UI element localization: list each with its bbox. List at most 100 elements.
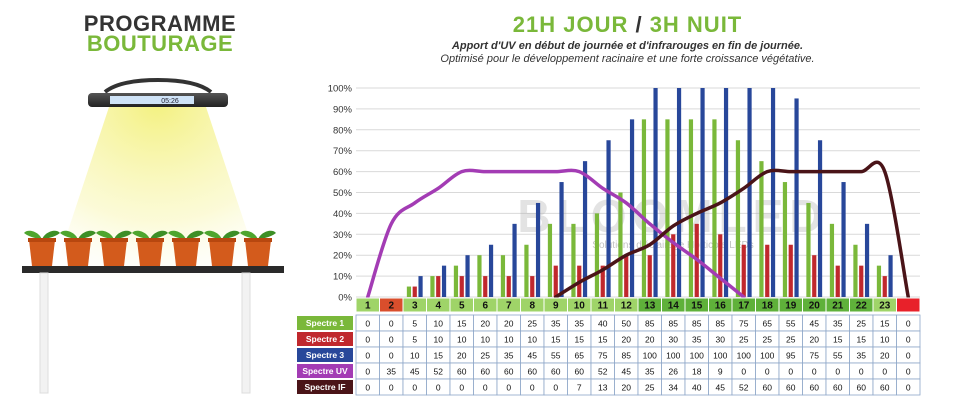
table-cell-value: 25 <box>857 319 867 329</box>
bar-spectre-1 <box>571 223 576 297</box>
table-cell-value: 60 <box>880 383 890 393</box>
table-cell-value: 25 <box>763 335 773 345</box>
title-separator: / <box>628 12 650 37</box>
table-cell-value: 40 <box>692 383 702 393</box>
table-cell-value: 40 <box>598 319 608 329</box>
hour-label: 20 <box>809 301 821 312</box>
bar-spectre-1 <box>806 202 811 297</box>
chart-grid <box>356 87 920 298</box>
table-cell-value: 5 <box>412 335 417 345</box>
hour-label: 21 <box>832 301 844 312</box>
bar-spectre-1 <box>594 213 600 297</box>
table-row-label-bg <box>297 316 353 330</box>
table-cell-value: 75 <box>598 351 608 361</box>
lamp-illustration: 05:26 <box>22 77 284 394</box>
table-cell-value: 20 <box>504 319 514 329</box>
program-title-line1: PROGRAMME <box>83 11 237 36</box>
bar-spectre-1 <box>712 119 717 297</box>
table-cell-value: 25 <box>739 335 749 345</box>
table-cell-value: 52 <box>739 383 749 393</box>
table-row-label: Spectre 3 <box>306 350 345 360</box>
table-cell-value: 20 <box>645 335 655 345</box>
watermark-logo: BLOOMLED <box>517 190 828 242</box>
bar-spectre-3 <box>676 88 682 297</box>
y-tick-label: 30% <box>333 230 353 241</box>
hour-label: 9 <box>553 301 559 312</box>
table-cell-value: 20 <box>880 351 890 361</box>
table-cell-value: 0 <box>859 367 864 377</box>
table-cell-value: 0 <box>506 383 511 393</box>
table-cell-value: 30 <box>669 335 679 345</box>
bar-spectre-3 <box>512 223 517 297</box>
table-cell-value: 15 <box>833 335 843 345</box>
table-cell-value: 60 <box>575 367 585 377</box>
table-cell-value: 5 <box>412 319 417 329</box>
bar-spectre-3 <box>465 255 470 297</box>
table-cell-value: 0 <box>365 351 370 361</box>
table-cell-value: 35 <box>857 351 867 361</box>
bar-spectre-1 <box>829 223 835 297</box>
title-day: 21H JOUR <box>512 12 629 37</box>
hour-label: 5 <box>459 301 465 312</box>
bar-spectre-3 <box>418 276 423 297</box>
table-cell-value: 10 <box>880 335 890 345</box>
bar-spectre-1 <box>665 119 670 297</box>
table-cell-value: 15 <box>598 335 608 345</box>
y-tick-label: 80% <box>333 125 353 136</box>
bar-spectre-1 <box>430 276 435 297</box>
table-cell-value: 15 <box>434 351 444 361</box>
table-cell-value: 25 <box>645 383 655 393</box>
table-cell-value: 100 <box>666 351 680 361</box>
program-title-line2: BOUTURAGE <box>86 31 234 56</box>
table-cell-value: 15 <box>880 319 890 329</box>
table-cell-value: 10 <box>504 335 514 345</box>
bar-spectre-2 <box>671 234 676 297</box>
table-cell-value: 0 <box>812 367 817 377</box>
bar-spectre-3 <box>606 140 611 297</box>
hour-label: 15 <box>691 301 703 312</box>
plant-icon <box>60 230 96 266</box>
y-axis: 0% 10% 20% 30% 40% 50% 60% 70% 80% 90% 100% <box>328 84 353 304</box>
table-cell-value: 30 <box>716 335 726 345</box>
chart-bars <box>406 88 893 297</box>
hour-label: 10 <box>574 301 586 312</box>
bar-spectre-3 <box>794 98 799 297</box>
y-tick-label: 10% <box>333 272 353 283</box>
bar-spectre-3 <box>582 161 588 297</box>
bar-spectre-1 <box>477 255 482 297</box>
y-tick-label: 50% <box>333 188 353 199</box>
line-spectre-uv <box>366 168 746 299</box>
table-cell-value: 0 <box>906 383 911 393</box>
bar-spectre-3 <box>441 265 447 297</box>
bar-spectre-3 <box>817 140 823 297</box>
table-cell-value: 0 <box>459 383 464 393</box>
table-cell-value: 45 <box>716 383 726 393</box>
y-tick-label: 70% <box>333 146 353 157</box>
bar-spectre-3 <box>653 88 658 297</box>
table-cell-value: 35 <box>387 367 397 377</box>
bar-spectre-2 <box>788 244 793 297</box>
table-cell-value: 15 <box>575 335 585 345</box>
table-cell-value: 52 <box>434 367 444 377</box>
table-cell-value: 52 <box>598 367 608 377</box>
table-row-label: Spectre UV <box>302 366 348 376</box>
bar-spectre-2 <box>459 276 464 297</box>
bar-spectre-2 <box>506 276 511 297</box>
bar-spectre-1 <box>688 119 694 297</box>
table-row-label: Spectre IF <box>304 382 345 392</box>
bar-spectre-2 <box>718 234 723 297</box>
bar-spectre-1 <box>547 223 553 297</box>
bar-spectre-2 <box>882 276 887 297</box>
hour-label: 12 <box>621 301 633 312</box>
y-tick-label: 20% <box>333 251 353 262</box>
table-cell-value: 18 <box>692 367 702 377</box>
data-table: Spectre 1 0 0 5 10 15 20 20 25 35 35 40 50 85 85 85 85 75… <box>297 314 921 396</box>
table-cell-value: 60 <box>504 367 514 377</box>
table-cell-value: 10 <box>434 319 444 329</box>
bar-spectre-3 <box>747 88 752 297</box>
hour-label: 2 <box>388 301 394 312</box>
lamp-display: 05:26 <box>161 98 179 105</box>
table-row-label: Spectre 1 <box>306 318 345 328</box>
hour-label: 17 <box>738 301 750 312</box>
